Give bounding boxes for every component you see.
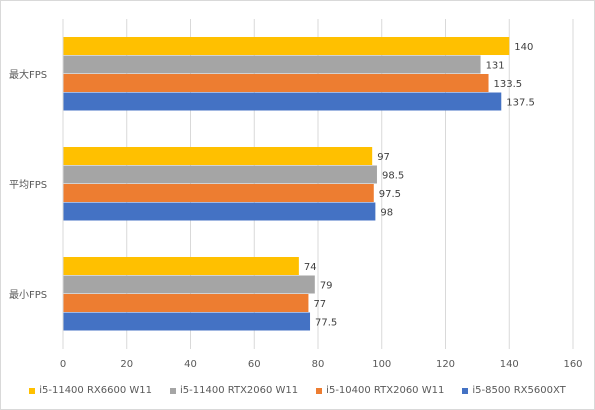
bar [63, 147, 373, 165]
tick-label: 120 [436, 359, 455, 370]
tick-label: 40 [184, 359, 197, 370]
tick-label: 60 [248, 359, 261, 370]
legend-item: i5-10400 RTX2060 W11 [316, 385, 444, 396]
bar-chart: 最大FPS 平均FPS 最小FPS 0 20 40 60 80 100 120 140 160 14… [9, 19, 583, 370]
category-label: 最小FPS [9, 289, 47, 301]
legend-label: i5-11400 RTX2060 W11 [180, 385, 299, 396]
legend-swatch [170, 387, 176, 394]
bar [63, 74, 489, 92]
bar [63, 294, 309, 312]
data-label: 98 [380, 207, 393, 218]
data-label: 97.5 [379, 189, 401, 200]
bar [63, 165, 377, 184]
data-label: 131 [486, 60, 505, 71]
category-label: 平均FPS [9, 179, 47, 191]
bar [63, 312, 311, 331]
data-label: 74 [304, 262, 317, 273]
legend-label: i5-11400 RX6600 W11 [39, 385, 152, 396]
data-label: 140 [514, 42, 533, 53]
data-label: 98.5 [382, 170, 404, 181]
bar [63, 257, 299, 275]
legend-swatch [316, 387, 323, 394]
legend-swatch [462, 387, 469, 394]
tick-label: 140 [500, 359, 519, 370]
tick-label: 100 [372, 359, 391, 370]
tick-labels: 0 20 40 60 80 100 120 140 160 [60, 359, 583, 370]
legend-label: i5-10400 RTX2060 W11 [326, 385, 445, 396]
category-labels: 最大FPS 平均FPS 最小FPS [9, 68, 47, 301]
bar [63, 55, 481, 74]
bars [62, 19, 510, 349]
data-label: 137.5 [506, 97, 535, 108]
legend-swatch [29, 387, 36, 394]
bar [63, 184, 374, 202]
data-label: 97 [377, 152, 390, 163]
bar [63, 202, 376, 221]
bar [63, 275, 315, 294]
bar [63, 92, 502, 111]
tick-label: 80 [312, 359, 325, 370]
data-label: 79 [320, 280, 333, 291]
bar [63, 37, 510, 55]
tick-label: 20 [120, 359, 133, 370]
data-label: 77 [313, 299, 326, 310]
data-label: 77.5 [315, 317, 337, 328]
tick-label: 160 [563, 359, 582, 370]
data-label: 133.5 [494, 79, 523, 90]
legend-label: i5-8500 RX5600XT [472, 385, 566, 396]
legend-item: i5-8500 RX5600XT [462, 385, 566, 396]
tick-label: 0 [60, 359, 66, 370]
legend-item: i5-11400 RTX2060 W11 [170, 385, 298, 396]
legend-item: i5-11400 RX6600 W11 [29, 385, 152, 396]
legend: i5-11400 RX6600 W11 i5-11400 RTX2060 W11 i… [1, 385, 594, 396]
category-label: 最大FPS [9, 68, 47, 81]
